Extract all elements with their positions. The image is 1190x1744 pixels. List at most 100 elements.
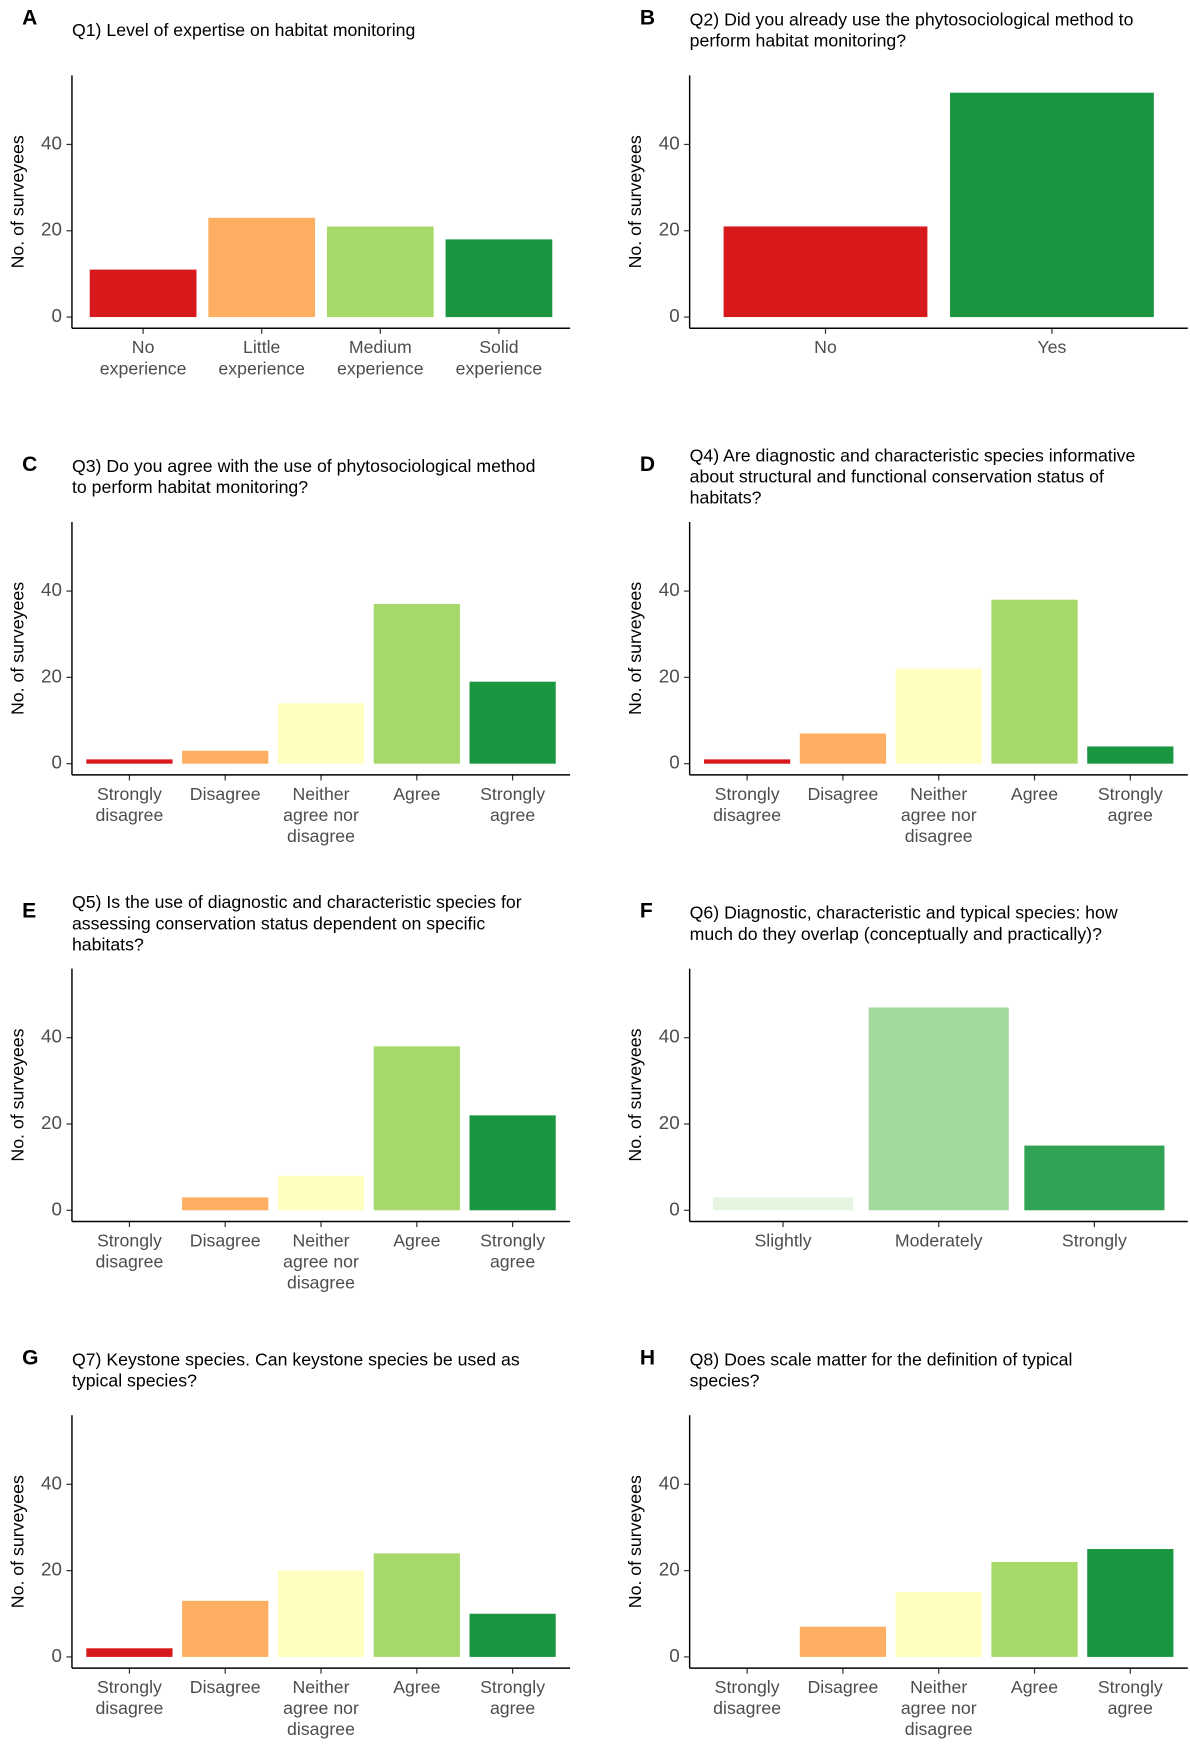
y-axis-label: No. of surveyees xyxy=(625,1475,645,1608)
x-tick-label: Strongly disagree xyxy=(95,1677,163,1718)
y-tick-label: 40 xyxy=(41,1472,62,1493)
y-tick-label: 0 xyxy=(52,1198,62,1219)
chart-title: Q5) Is the use of diagnostic and charact… xyxy=(72,892,522,954)
x-tick-label: Strongly agree xyxy=(480,784,545,825)
bar xyxy=(723,226,928,318)
panel-letter: A xyxy=(22,6,37,29)
y-tick-label: 40 xyxy=(659,579,680,600)
y-tick-label: 40 xyxy=(659,132,680,153)
x-tick-label: Strongly disagree xyxy=(95,784,163,825)
y-tick-label: 40 xyxy=(659,1472,680,1493)
bar xyxy=(326,226,434,318)
bar xyxy=(373,604,460,764)
x-tick-label: Moderately xyxy=(895,1230,983,1250)
panel-letter: E xyxy=(22,900,36,923)
bar xyxy=(89,269,197,318)
x-tick-label: Strongly xyxy=(1062,1230,1127,1250)
y-axis-label: No. of surveyees xyxy=(625,582,645,715)
y-tick-label: 0 xyxy=(669,1645,679,1666)
x-tick-label: Strongly disagree xyxy=(95,1230,163,1271)
x-tick-label: Strongly agree xyxy=(480,1677,545,1718)
chart-title: Q7) Keystone species. Can keystone speci… xyxy=(72,1349,520,1390)
bar xyxy=(799,733,887,764)
y-tick-label: 0 xyxy=(669,752,679,773)
y-axis-label: No. of surveyees xyxy=(8,1028,28,1161)
x-tick-label: Medium experience xyxy=(337,337,424,378)
y-axis-label: No. of surveyees xyxy=(8,135,28,268)
bar xyxy=(991,599,1078,764)
x-tick-label: Agree xyxy=(393,1230,440,1250)
x-tick-label: Disagree xyxy=(190,784,261,804)
x-tick-label: Solid experience xyxy=(456,337,543,378)
x-tick-label: Agree xyxy=(393,784,440,804)
y-tick-label: 0 xyxy=(669,305,679,326)
panel: H Q8) Does scale matter for the definitio… xyxy=(625,1346,1188,1739)
x-tick-label: Slightly xyxy=(755,1230,812,1250)
bar xyxy=(182,1600,269,1657)
bar xyxy=(1087,746,1174,764)
panel: F Q6) Diagnostic, characteristic and typi… xyxy=(625,900,1188,1250)
y-tick-label: 20 xyxy=(659,665,680,686)
y-tick-label: 40 xyxy=(41,1026,62,1047)
bar xyxy=(277,703,365,764)
x-tick-label: No experience xyxy=(100,337,187,378)
bar xyxy=(469,681,556,764)
panel-letter: H xyxy=(640,1346,655,1369)
bar xyxy=(86,759,173,764)
bar xyxy=(208,217,316,318)
bar xyxy=(712,1197,854,1211)
panel-letter: G xyxy=(22,1346,38,1369)
chart-title: Q3) Do you agree with the use of phytoso… xyxy=(72,456,535,497)
y-tick-label: 40 xyxy=(41,132,62,153)
y-tick-label: 0 xyxy=(669,1198,679,1219)
x-tick-label: Little experience xyxy=(218,337,305,378)
y-tick-label: 20 xyxy=(41,1559,62,1580)
y-axis-label: No. of surveyees xyxy=(8,1475,28,1608)
x-tick-label: Neither agree nor disagree xyxy=(283,1677,359,1739)
chart-title: Q6) Diagnostic, characteristic and typic… xyxy=(690,902,1118,943)
panel-letter: D xyxy=(640,453,655,476)
panel-letter: C xyxy=(22,453,37,476)
panel: E Q5) Is the use of diagnostic and charac… xyxy=(8,892,571,1292)
x-tick-label: Yes xyxy=(1037,337,1066,357)
chart-title: Q2) Did you already use the phytosociolo… xyxy=(690,9,1134,50)
bar xyxy=(1024,1145,1165,1211)
panel: D Q4) Are diagnostic and characteristic s… xyxy=(625,445,1188,846)
panel-letter: B xyxy=(640,6,655,29)
bar xyxy=(86,1648,173,1657)
x-tick-label: No xyxy=(814,337,837,357)
bar xyxy=(704,759,791,764)
bar xyxy=(277,1570,365,1657)
x-tick-label: Agree xyxy=(1011,784,1058,804)
chart-title: Q1) Level of expertise on habitat monito… xyxy=(72,20,415,40)
bar xyxy=(868,1007,1009,1211)
x-tick-label: Neither agree nor disagree xyxy=(283,1230,359,1292)
y-tick-label: 20 xyxy=(659,1559,680,1580)
x-tick-label: Agree xyxy=(393,1677,440,1697)
y-tick-label: 20 xyxy=(659,1112,680,1133)
x-tick-label: Agree xyxy=(1011,1677,1058,1697)
x-tick-label: Strongly agree xyxy=(480,1230,545,1271)
x-tick-label: Disagree xyxy=(807,784,878,804)
x-tick-label: Strongly agree xyxy=(1098,1677,1163,1718)
y-tick-label: 0 xyxy=(52,752,62,773)
bar xyxy=(182,1197,269,1211)
chart-title: Q4) Are diagnostic and characteristic sp… xyxy=(690,445,1136,507)
x-tick-label: Neither agree nor disagree xyxy=(283,784,359,846)
y-tick-label: 20 xyxy=(41,219,62,240)
x-tick-label: Disagree xyxy=(190,1230,261,1250)
y-tick-label: 20 xyxy=(41,665,62,686)
x-tick-label: Strongly agree xyxy=(1098,784,1163,825)
y-axis-label: No. of surveyees xyxy=(625,1028,645,1161)
panel: B Q2) Did you already use the phytosociol… xyxy=(625,6,1188,357)
panel: A Q1) Level of expertise on habitat monit… xyxy=(8,6,571,378)
x-tick-label: Neither agree nor disagree xyxy=(901,1677,977,1739)
chart-title: Q8) Does scale matter for the definition… xyxy=(690,1349,1073,1390)
x-tick-label: Disagree xyxy=(190,1677,261,1697)
panel: C Q3) Do you agree with the use of phytos… xyxy=(8,453,571,846)
bar xyxy=(799,1626,887,1657)
bar xyxy=(895,668,982,764)
bar xyxy=(373,1553,460,1657)
